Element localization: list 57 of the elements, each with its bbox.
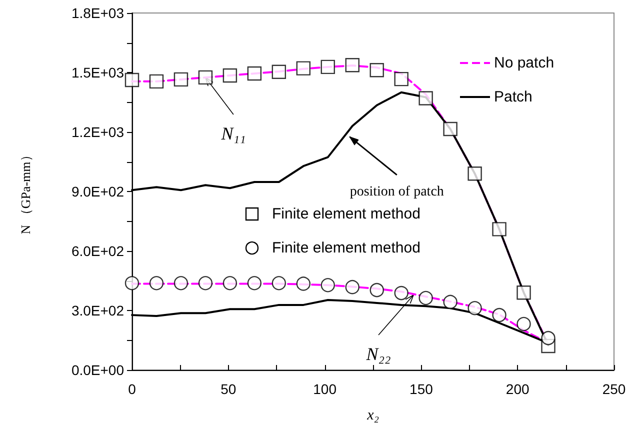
point [443,122,458,136]
y-tick-label: 3.0E+02 [71,302,124,318]
point [149,276,164,290]
point [124,276,140,290]
point [418,91,433,106]
point [272,276,286,290]
point [247,276,262,290]
x-tick-label: 0 [128,381,136,397]
point [370,63,384,78]
point [198,70,213,85]
point [418,290,433,306]
point [296,61,310,76]
point [541,330,556,346]
point [516,286,531,300]
point [394,72,408,86]
legend-label: No patch [494,54,554,72]
point [370,282,384,298]
y-tick-label: 0.0E+00 [71,362,124,378]
x-axis-title: x₂ [366,408,379,424]
point [492,222,506,236]
annotation: N₂₂ [365,344,391,364]
legend-label: Finite element method [272,240,420,256]
legend-label: Finite element method [272,206,420,222]
y-tick-label: 1.8E+03 [71,5,124,21]
point [320,278,335,292]
point [516,316,531,332]
x-tick-label: 200 [506,381,530,397]
y-tick-label: 6.0E+02 [71,243,124,259]
point [443,294,458,310]
x-tick-label: 150 [410,381,434,397]
y-tick-label: 1.5E+03 [71,64,124,80]
point [320,60,335,74]
point [468,166,482,181]
point [174,72,188,87]
point [149,74,164,89]
point [124,72,140,88]
point [272,64,286,80]
point [492,308,506,322]
x-tick-label: 50 [220,381,236,397]
y-axis-title: N （GPa-mm） [18,148,33,234]
point [222,68,238,83]
point [198,276,213,290]
annotation: position of patch [350,184,444,200]
annotation: N₁₁ [220,123,246,144]
point [174,276,188,290]
legend-label: Patch [494,88,532,106]
y-tick-label: 1.2E+03 [71,124,124,140]
y-tick-label: 9.0E+02 [71,184,124,200]
point [394,286,408,300]
point [345,280,360,294]
point [296,276,310,291]
point [222,276,238,290]
point [345,58,360,72]
x-tick-label: 100 [313,381,337,397]
point [247,66,262,81]
point [468,301,482,316]
x-tick-label: 250 [602,381,626,397]
